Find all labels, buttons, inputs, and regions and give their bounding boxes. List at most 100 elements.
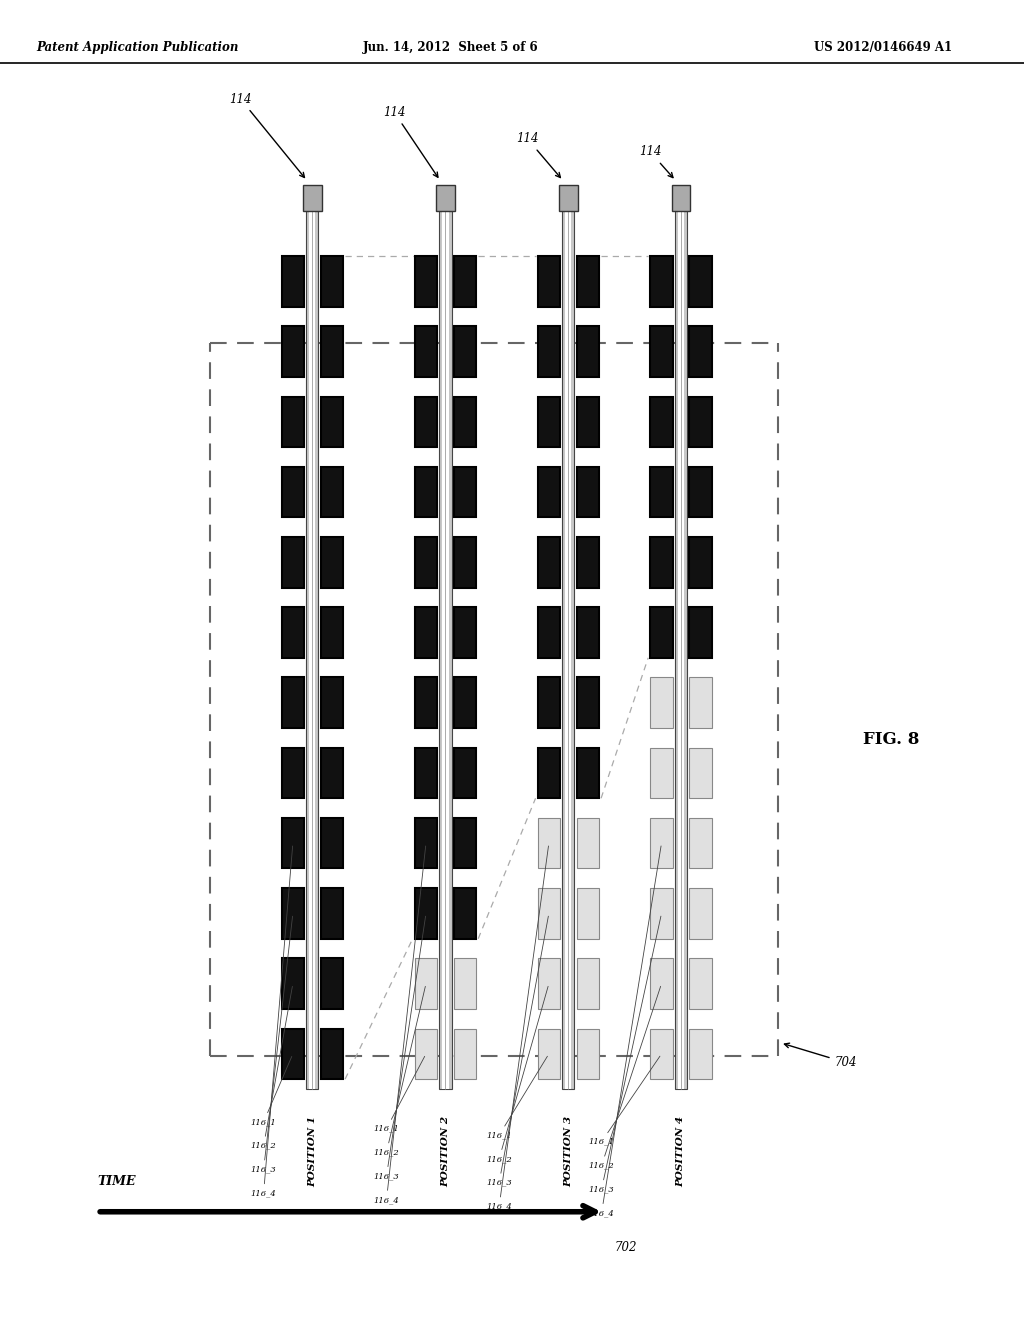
Bar <box>689 537 712 587</box>
Bar <box>309 211 315 1089</box>
Bar <box>650 396 673 447</box>
Bar <box>415 747 437 799</box>
Bar <box>282 958 304 1008</box>
Bar <box>282 537 304 587</box>
Bar <box>454 1028 476 1080</box>
Text: 114: 114 <box>639 145 673 178</box>
Bar <box>415 256 437 306</box>
Bar <box>321 677 343 729</box>
Bar <box>415 958 437 1008</box>
Bar <box>538 958 560 1008</box>
Bar <box>415 396 437 447</box>
Text: 116_2: 116_2 <box>486 986 548 1163</box>
Bar <box>538 607 560 657</box>
Bar <box>454 888 476 939</box>
Bar <box>282 1028 304 1080</box>
Bar <box>689 1028 712 1080</box>
Bar <box>577 326 599 378</box>
Bar <box>321 467 343 517</box>
Bar <box>538 747 560 799</box>
Text: 116_4: 116_4 <box>589 846 662 1217</box>
Bar <box>454 818 476 869</box>
Bar <box>282 677 304 729</box>
Bar <box>689 818 712 869</box>
Bar <box>321 818 343 869</box>
Text: Jun. 14, 2012  Sheet 5 of 6: Jun. 14, 2012 Sheet 5 of 6 <box>362 41 539 54</box>
Text: FIG. 8: FIG. 8 <box>862 731 920 747</box>
Text: 116_3: 116_3 <box>589 916 660 1193</box>
Text: 114: 114 <box>229 92 304 177</box>
Bar <box>321 888 343 939</box>
Text: US 2012/0146649 A1: US 2012/0146649 A1 <box>814 41 952 54</box>
Bar <box>282 256 304 306</box>
Bar <box>442 211 449 1089</box>
Text: Patent Application Publication: Patent Application Publication <box>36 41 239 54</box>
Bar <box>321 958 343 1008</box>
Text: 116_1: 116_1 <box>251 1056 292 1126</box>
Text: 116_3: 116_3 <box>486 916 549 1187</box>
Bar <box>538 326 560 378</box>
Bar <box>454 537 476 587</box>
Bar <box>282 467 304 517</box>
Bar <box>454 607 476 657</box>
Bar <box>415 607 437 657</box>
Bar <box>650 888 673 939</box>
Bar <box>650 677 673 729</box>
Bar <box>282 747 304 799</box>
Bar <box>415 537 437 587</box>
Text: 116_4: 116_4 <box>374 846 426 1204</box>
Bar <box>577 677 599 729</box>
Bar <box>577 607 599 657</box>
Bar <box>321 747 343 799</box>
Bar <box>538 256 560 306</box>
Text: 702: 702 <box>614 1241 637 1254</box>
Bar <box>577 537 599 587</box>
Bar <box>454 256 476 306</box>
Bar <box>321 607 343 657</box>
Bar <box>538 467 560 517</box>
Text: TIME: TIME <box>97 1175 136 1188</box>
Bar <box>577 1028 599 1080</box>
Bar <box>577 467 599 517</box>
Bar <box>282 607 304 657</box>
Bar <box>436 185 455 211</box>
Text: 704: 704 <box>784 1043 857 1069</box>
Bar <box>454 747 476 799</box>
Text: 116_4: 116_4 <box>251 846 293 1197</box>
Bar <box>650 607 673 657</box>
Text: 114: 114 <box>516 132 560 178</box>
Text: 116_2: 116_2 <box>374 986 425 1156</box>
Text: 116_2: 116_2 <box>251 986 293 1150</box>
Bar <box>689 326 712 378</box>
Bar <box>672 185 690 211</box>
Bar <box>415 888 437 939</box>
Bar <box>306 211 318 1089</box>
Bar <box>282 818 304 869</box>
Bar <box>577 958 599 1008</box>
Bar <box>689 256 712 306</box>
Bar <box>689 467 712 517</box>
Bar <box>689 396 712 447</box>
Bar <box>321 396 343 447</box>
Bar <box>415 677 437 729</box>
Text: POSITION 4: POSITION 4 <box>677 1115 685 1187</box>
Text: POSITION 3: POSITION 3 <box>564 1115 572 1187</box>
Bar <box>282 396 304 447</box>
Bar <box>650 958 673 1008</box>
Bar <box>303 185 322 211</box>
Bar <box>538 888 560 939</box>
Bar <box>577 888 599 939</box>
Bar <box>538 818 560 869</box>
Bar <box>454 326 476 378</box>
Bar <box>321 256 343 306</box>
Bar <box>650 818 673 869</box>
Bar <box>321 1028 343 1080</box>
Bar <box>454 958 476 1008</box>
Bar <box>454 677 476 729</box>
Bar <box>439 211 452 1089</box>
Bar <box>689 607 712 657</box>
Bar <box>454 467 476 517</box>
Bar <box>282 888 304 939</box>
Bar <box>415 818 437 869</box>
Bar <box>454 396 476 447</box>
